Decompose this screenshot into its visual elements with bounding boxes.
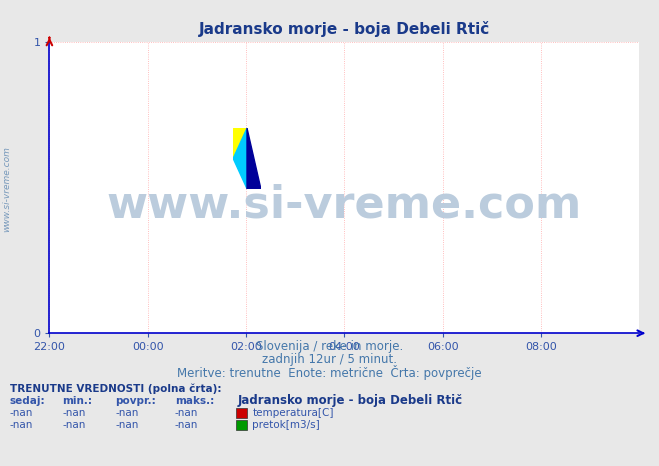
Text: Meritve: trenutne  Enote: metrične  Črta: povprečje: Meritve: trenutne Enote: metrične Črta: … <box>177 364 482 379</box>
Text: -nan: -nan <box>10 408 33 418</box>
Text: www.si-vreme.com: www.si-vreme.com <box>107 184 582 226</box>
Text: temperatura[C]: temperatura[C] <box>252 408 334 418</box>
Text: -nan: -nan <box>115 408 138 418</box>
Text: -nan: -nan <box>10 420 33 430</box>
Text: pretok[m3/s]: pretok[m3/s] <box>252 420 320 430</box>
Text: sedaj:: sedaj: <box>10 396 45 405</box>
Text: Slovenija / reke in morje.: Slovenija / reke in morje. <box>256 341 403 353</box>
Text: TRENUTNE VREDNOSTI (polna črta):: TRENUTNE VREDNOSTI (polna črta): <box>10 384 221 394</box>
Text: www.si-vreme.com: www.si-vreme.com <box>2 146 11 232</box>
Polygon shape <box>233 128 247 189</box>
Text: -nan: -nan <box>115 420 138 430</box>
Text: povpr.:: povpr.: <box>115 396 156 405</box>
Text: min.:: min.: <box>63 396 93 405</box>
Polygon shape <box>233 128 247 158</box>
Text: -nan: -nan <box>63 420 86 430</box>
Text: Jadransko morje - boja Debeli Rtič: Jadransko morje - boja Debeli Rtič <box>237 394 463 406</box>
Text: -nan: -nan <box>63 408 86 418</box>
Text: zadnjih 12ur / 5 minut.: zadnjih 12ur / 5 minut. <box>262 354 397 366</box>
Text: -nan: -nan <box>175 420 198 430</box>
Text: maks.:: maks.: <box>175 396 214 405</box>
Title: Jadransko morje - boja Debeli Rtič: Jadransko morje - boja Debeli Rtič <box>199 21 490 37</box>
Polygon shape <box>247 128 261 189</box>
Text: -nan: -nan <box>175 408 198 418</box>
